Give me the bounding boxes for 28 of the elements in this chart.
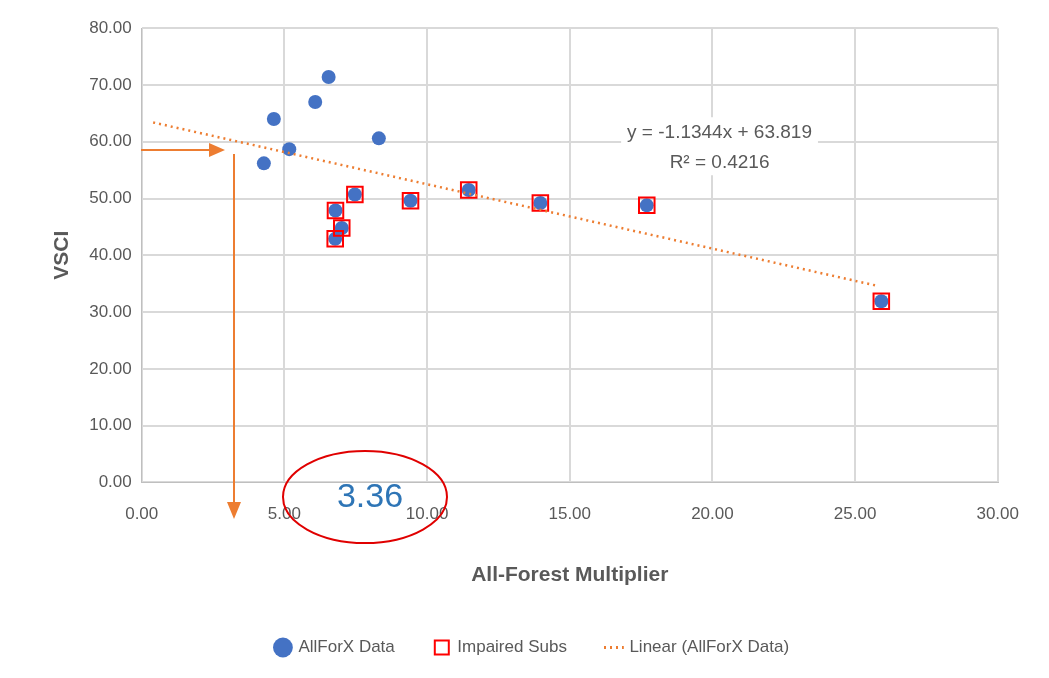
y-tick-label: 40.00	[89, 244, 132, 264]
point	[266, 112, 281, 127]
y-tick-label: 70.00	[89, 74, 132, 94]
y-tick-label: 10.00	[89, 415, 132, 435]
y-tick-label: 80.00	[89, 17, 132, 37]
y-tick-label: 20.00	[89, 358, 132, 378]
point	[256, 156, 271, 171]
x-tick-label: 30.00	[976, 504, 1019, 524]
legend-label: Impaired Subs	[457, 637, 567, 657]
annotation: R² = 0.4216	[669, 151, 770, 173]
y-axis-title: VSCI	[49, 230, 73, 280]
legend-label: AllForX Data	[298, 637, 396, 657]
annotation: y = -1.1344x + 63.819	[627, 121, 812, 143]
legend-label: Linear (AllForX Data)	[629, 637, 790, 657]
y-tick-label: 0.00	[98, 472, 132, 492]
x-tick-label: 20.00	[691, 504, 734, 524]
y-tick-label: 30.00	[89, 301, 132, 321]
x-tick-label: 15.00	[548, 504, 592, 524]
point	[308, 95, 323, 110]
point	[321, 70, 336, 85]
point	[282, 142, 297, 157]
point	[371, 131, 386, 146]
y-tick-label: 60.00	[89, 131, 132, 151]
x-tick-label: 25.00	[833, 504, 877, 524]
annotation: 3.36	[336, 476, 404, 515]
x-axis-title: All-Forest Multiplier	[471, 562, 669, 586]
x-tick-label: 0.00	[125, 504, 159, 524]
y-tick-label: 50.00	[89, 188, 132, 208]
